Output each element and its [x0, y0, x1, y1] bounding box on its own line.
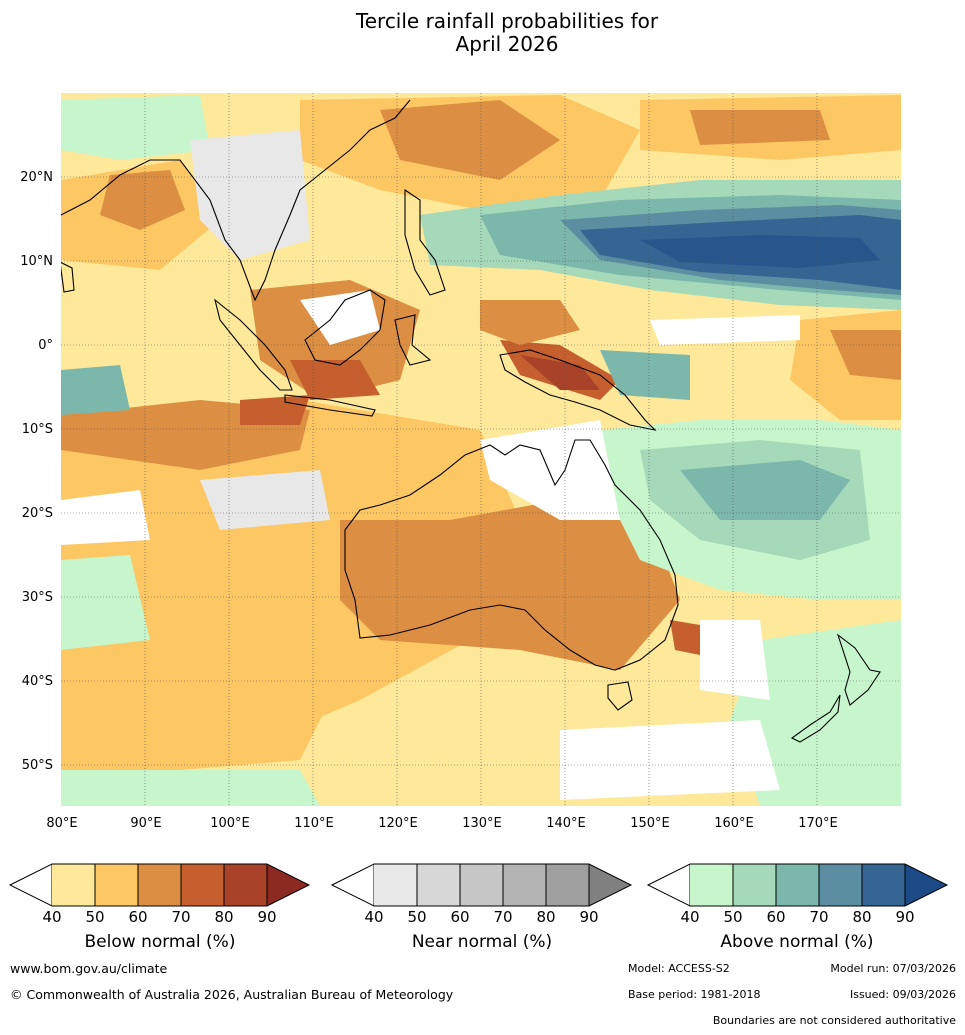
graticule [61, 93, 901, 806]
colorbar-tick: 60 [450, 908, 469, 926]
colorbar-swatch [95, 864, 138, 906]
colorbar-tick: 40 [364, 908, 383, 926]
model-run-text: Model run: 07/03/2026 [830, 962, 956, 975]
colorbar-tick: 50 [85, 908, 104, 926]
title-line-2: April 2026 [455, 32, 559, 56]
philippines-coastline [404, 188, 446, 296]
colorbar-tick: 50 [723, 908, 742, 926]
lon-tick-labels: 80°E 90°E 100°E 110°E 120°E 130°E 140°E … [46, 816, 837, 831]
lat-tick-label: 50°S [22, 758, 53, 773]
lon-tick-label: 110°E [294, 816, 334, 831]
lon-tick-label: 100°E [210, 816, 250, 831]
colorbar-tick: 60 [766, 908, 785, 926]
lat-tick-label: 10°S [22, 422, 53, 437]
colorbar-swatch [138, 864, 181, 906]
colorbar-swatch [503, 864, 546, 906]
colorbar-swatch [417, 864, 460, 906]
colorbar-above-normal: 40 50 60 70 80 90 [646, 863, 949, 926]
colorbar-swatch [546, 864, 589, 906]
colorbar-tick: 40 [42, 908, 61, 926]
lat-tick-label: 40°S [22, 674, 53, 689]
map-title: Tercile rainfall probabilities for April… [0, 10, 965, 56]
colorbar-below-normal: 40 50 60 70 80 90 [8, 863, 311, 926]
website-text: www.bom.gov.au/climate [10, 961, 168, 976]
lon-tick-label: 90°E [130, 816, 161, 831]
lat-tick-label: 0° [38, 338, 53, 353]
colorbar-swatch [690, 864, 733, 906]
lon-tick-label: 140°E [546, 816, 586, 831]
colorbar-tick: 60 [128, 908, 147, 926]
colorbar-tick: 90 [895, 908, 914, 926]
colorbar-near-normal: 40 50 60 70 80 90 [330, 863, 633, 926]
lat-tick-label: 10°N [20, 254, 53, 269]
lon-tick-label: 130°E [462, 816, 502, 831]
colorbar-swatch [460, 864, 503, 906]
colorbar-swatch [224, 864, 267, 906]
colorbar-tick: 70 [171, 908, 190, 926]
sumatra-coastline [214, 298, 293, 391]
copyright-text: © Commonwealth of Australia 2026, Austra… [10, 987, 454, 1002]
colorbar-high-extension [905, 864, 947, 906]
lon-tick-label: 160°E [714, 816, 754, 831]
colorbar-label-above: Above normal (%) [720, 932, 874, 952]
colorbar-swatch [374, 864, 417, 906]
colorbar-label-near: Near normal (%) [411, 932, 553, 952]
australia-coastline [344, 439, 679, 671]
colorbar-tick: 70 [493, 908, 512, 926]
colorbar-tick: 80 [852, 908, 871, 926]
colorbar-swatch [733, 864, 776, 906]
colorbar-tick: 80 [214, 908, 233, 926]
colorbar-swatch [819, 864, 862, 906]
colorbar-low-extension [646, 863, 691, 907]
lon-tick-label: 150°E [630, 816, 670, 831]
borneo-coastline [304, 289, 386, 366]
lon-tick-label: 120°E [378, 816, 418, 831]
lon-tick-label: 80°E [46, 816, 77, 831]
lat-tick-label: 20°S [22, 506, 53, 521]
model-text: Model: ACCESS-S2 [628, 962, 730, 975]
boundaries-note: Boundaries are not considered authoritat… [712, 1014, 956, 1027]
java-coastline [284, 394, 376, 417]
colorbar-tick: 90 [579, 908, 598, 926]
lat-tick-label: 20°N [20, 170, 53, 185]
tasmania-coastline [607, 681, 633, 711]
new-zealand-north-coastline [836, 633, 881, 706]
sri-lanka-coastline [61, 261, 75, 293]
base-period-text: Base period: 1981-2018 [628, 988, 761, 1001]
colorbar-tick: 80 [536, 908, 555, 926]
new-guinea-coastline [499, 349, 657, 431]
colorbar-tick: 50 [407, 908, 426, 926]
lat-tick-labels: 20°N 10°N 0° 10°S 20°S 30°S 40°S 50°S [20, 170, 53, 773]
colorbar-swatch [862, 864, 905, 906]
colorbar-swatch [52, 864, 95, 906]
lon-tick-label: 170°E [798, 816, 838, 831]
colorbar-low-extension [330, 863, 375, 907]
lat-tick-label: 30°S [22, 590, 53, 605]
colorbar-label-below: Below normal (%) [84, 932, 236, 952]
colorbar-tick: 90 [257, 908, 276, 926]
issued-text: Issued: 09/03/2026 [849, 988, 956, 1001]
title-line-1: Tercile rainfall probabilities for [355, 9, 659, 33]
colorbar-tick: 40 [680, 908, 699, 926]
colorbar-high-extension [267, 864, 309, 906]
new-zealand-south-coastline [790, 694, 841, 743]
colorbar-low-extension [8, 863, 53, 907]
colorbar-high-extension [589, 864, 631, 906]
colorbar-swatch [181, 864, 224, 906]
colorbar-swatch [776, 864, 819, 906]
colorbar-tick: 70 [809, 908, 828, 926]
